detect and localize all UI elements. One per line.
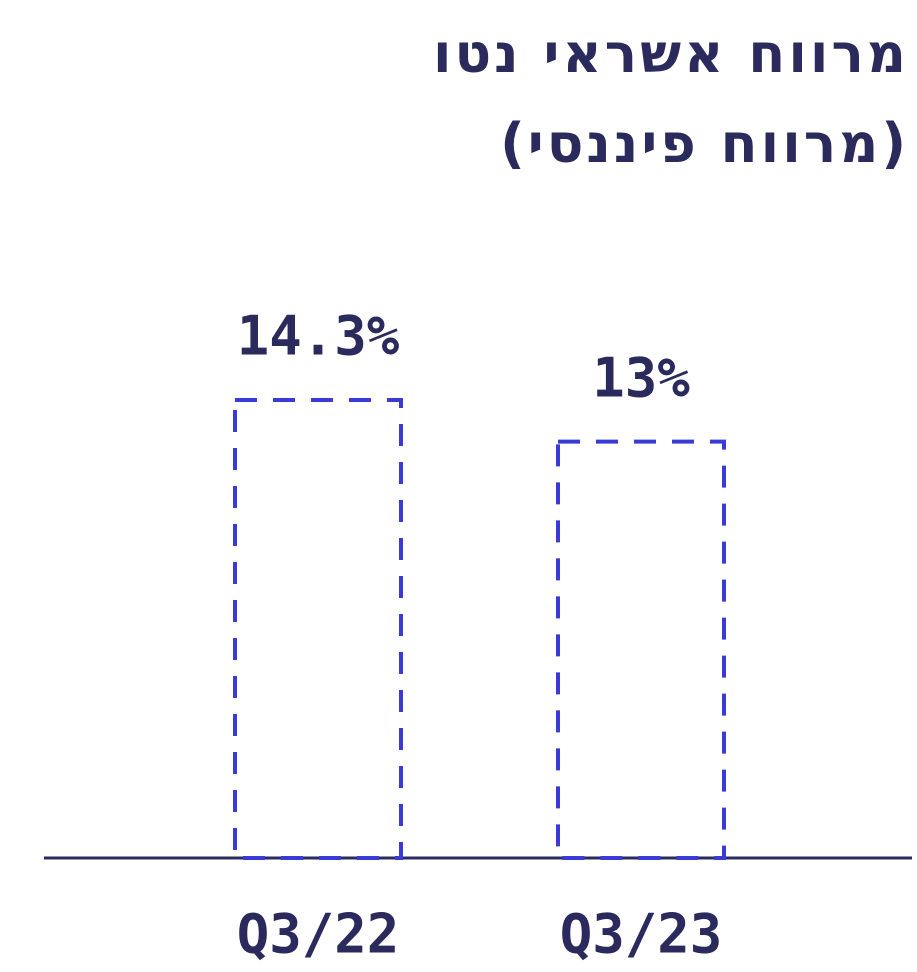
bar [556,439,726,860]
x-tick-label: Q3/22 [237,903,400,966]
chart-title: מרווח אשראי נטו [432,22,909,85]
x-tick-label: Q3/23 [560,903,723,966]
value-label: 14.3% [237,305,400,368]
chart-subtitle: (מרווח פיננסי) [500,112,909,175]
value-label: 13% [592,346,690,409]
bar [233,398,403,860]
